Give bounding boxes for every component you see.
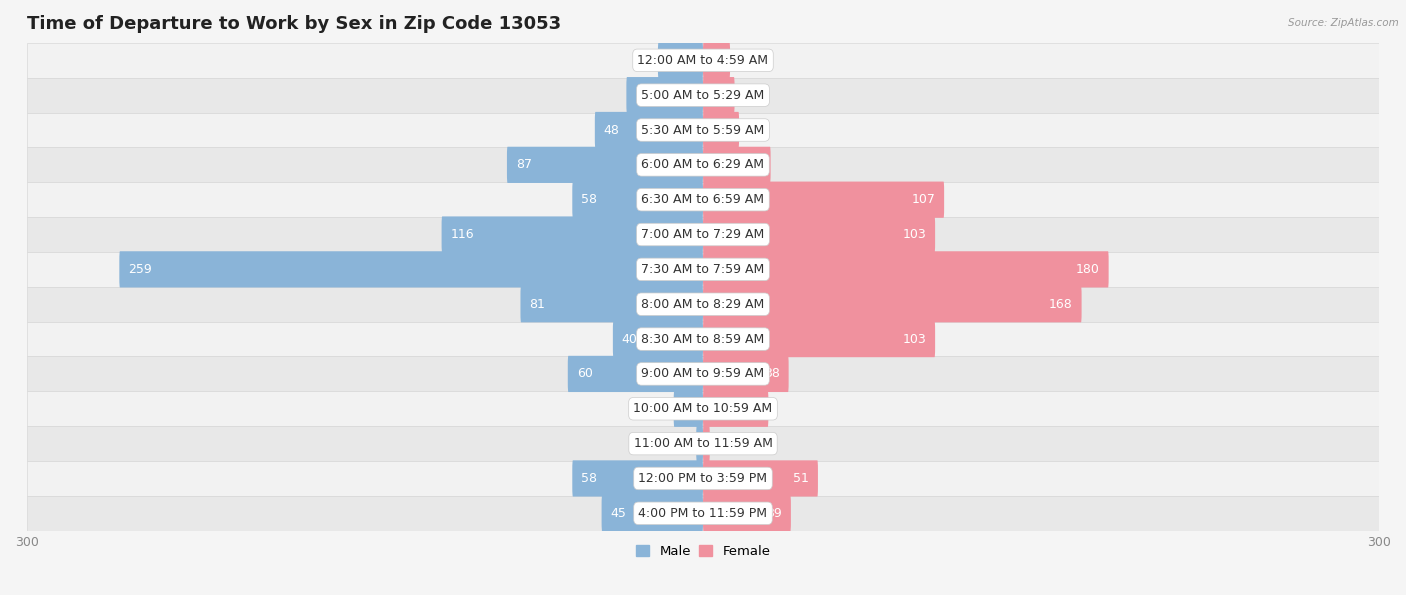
Text: 7:00 AM to 7:29 AM: 7:00 AM to 7:29 AM [641,228,765,241]
Text: 58: 58 [581,472,598,485]
Text: 5:00 AM to 5:29 AM: 5:00 AM to 5:29 AM [641,89,765,102]
Text: 58: 58 [581,193,598,206]
FancyBboxPatch shape [627,77,703,113]
Text: 39: 39 [766,507,782,520]
Text: 5:30 AM to 5:59 AM: 5:30 AM to 5:59 AM [641,124,765,136]
FancyBboxPatch shape [703,391,768,427]
Text: 45: 45 [610,507,627,520]
Bar [27,426,1379,461]
FancyBboxPatch shape [595,112,703,148]
FancyBboxPatch shape [508,147,703,183]
Text: 16: 16 [745,124,762,136]
FancyBboxPatch shape [703,425,710,462]
Text: 40: 40 [621,333,638,346]
Text: 116: 116 [450,228,474,241]
FancyBboxPatch shape [673,391,703,427]
FancyBboxPatch shape [572,181,703,218]
FancyBboxPatch shape [703,461,818,497]
FancyBboxPatch shape [703,286,1081,322]
Text: 11:00 AM to 11:59 AM: 11:00 AM to 11:59 AM [634,437,772,450]
FancyBboxPatch shape [703,42,730,79]
FancyBboxPatch shape [703,217,935,253]
Text: 51: 51 [793,472,808,485]
Text: 12:00 AM to 4:59 AM: 12:00 AM to 4:59 AM [637,54,769,67]
Text: 34: 34 [636,89,651,102]
Bar [27,392,1379,426]
Text: 9:00 AM to 9:59 AM: 9:00 AM to 9:59 AM [641,368,765,380]
Text: 10:00 AM to 10:59 AM: 10:00 AM to 10:59 AM [634,402,772,415]
FancyBboxPatch shape [703,147,770,183]
Bar [27,78,1379,112]
FancyBboxPatch shape [703,495,792,531]
Text: 8:00 AM to 8:29 AM: 8:00 AM to 8:29 AM [641,298,765,311]
Bar [27,322,1379,356]
Text: 81: 81 [530,298,546,311]
FancyBboxPatch shape [572,461,703,497]
FancyBboxPatch shape [703,251,1109,287]
Text: 87: 87 [516,158,531,171]
Text: 29: 29 [744,402,759,415]
FancyBboxPatch shape [703,112,740,148]
Bar [27,496,1379,531]
Text: Source: ZipAtlas.com: Source: ZipAtlas.com [1288,18,1399,28]
FancyBboxPatch shape [120,251,703,287]
Bar [27,43,1379,78]
Bar [27,287,1379,322]
Text: 60: 60 [576,368,593,380]
FancyBboxPatch shape [703,181,943,218]
FancyBboxPatch shape [441,217,703,253]
FancyBboxPatch shape [520,286,703,322]
Text: 7:30 AM to 7:59 AM: 7:30 AM to 7:59 AM [641,263,765,276]
FancyBboxPatch shape [703,356,789,392]
Text: 13: 13 [651,402,666,415]
FancyBboxPatch shape [658,42,703,79]
Text: 6:30 AM to 6:59 AM: 6:30 AM to 6:59 AM [641,193,765,206]
Text: 103: 103 [903,333,927,346]
Text: 8:30 AM to 8:59 AM: 8:30 AM to 8:59 AM [641,333,765,346]
Bar [27,252,1379,287]
Text: 3: 3 [682,437,689,450]
Text: 3: 3 [717,437,724,450]
Text: 103: 103 [903,228,927,241]
FancyBboxPatch shape [703,321,935,357]
Text: 259: 259 [128,263,152,276]
Text: 12:00 PM to 3:59 PM: 12:00 PM to 3:59 PM [638,472,768,485]
FancyBboxPatch shape [602,495,703,531]
Text: 168: 168 [1049,298,1073,311]
Bar [27,182,1379,217]
Text: 48: 48 [603,124,620,136]
Text: 107: 107 [911,193,935,206]
Bar [27,148,1379,182]
Text: 6:00 AM to 6:29 AM: 6:00 AM to 6:29 AM [641,158,765,171]
Text: 20: 20 [636,54,651,67]
Text: 38: 38 [763,368,779,380]
Text: 14: 14 [741,89,756,102]
FancyBboxPatch shape [703,77,734,113]
FancyBboxPatch shape [613,321,703,357]
Legend: Male, Female: Male, Female [636,545,770,558]
Bar [27,112,1379,148]
Text: 4:00 PM to 11:59 PM: 4:00 PM to 11:59 PM [638,507,768,520]
Bar [27,217,1379,252]
FancyBboxPatch shape [696,425,703,462]
Text: Time of Departure to Work by Sex in Zip Code 13053: Time of Departure to Work by Sex in Zip … [27,15,561,33]
Text: 180: 180 [1076,263,1099,276]
FancyBboxPatch shape [568,356,703,392]
Bar [27,356,1379,392]
Bar [27,461,1379,496]
Text: 30: 30 [745,158,762,171]
Text: 12: 12 [737,54,752,67]
